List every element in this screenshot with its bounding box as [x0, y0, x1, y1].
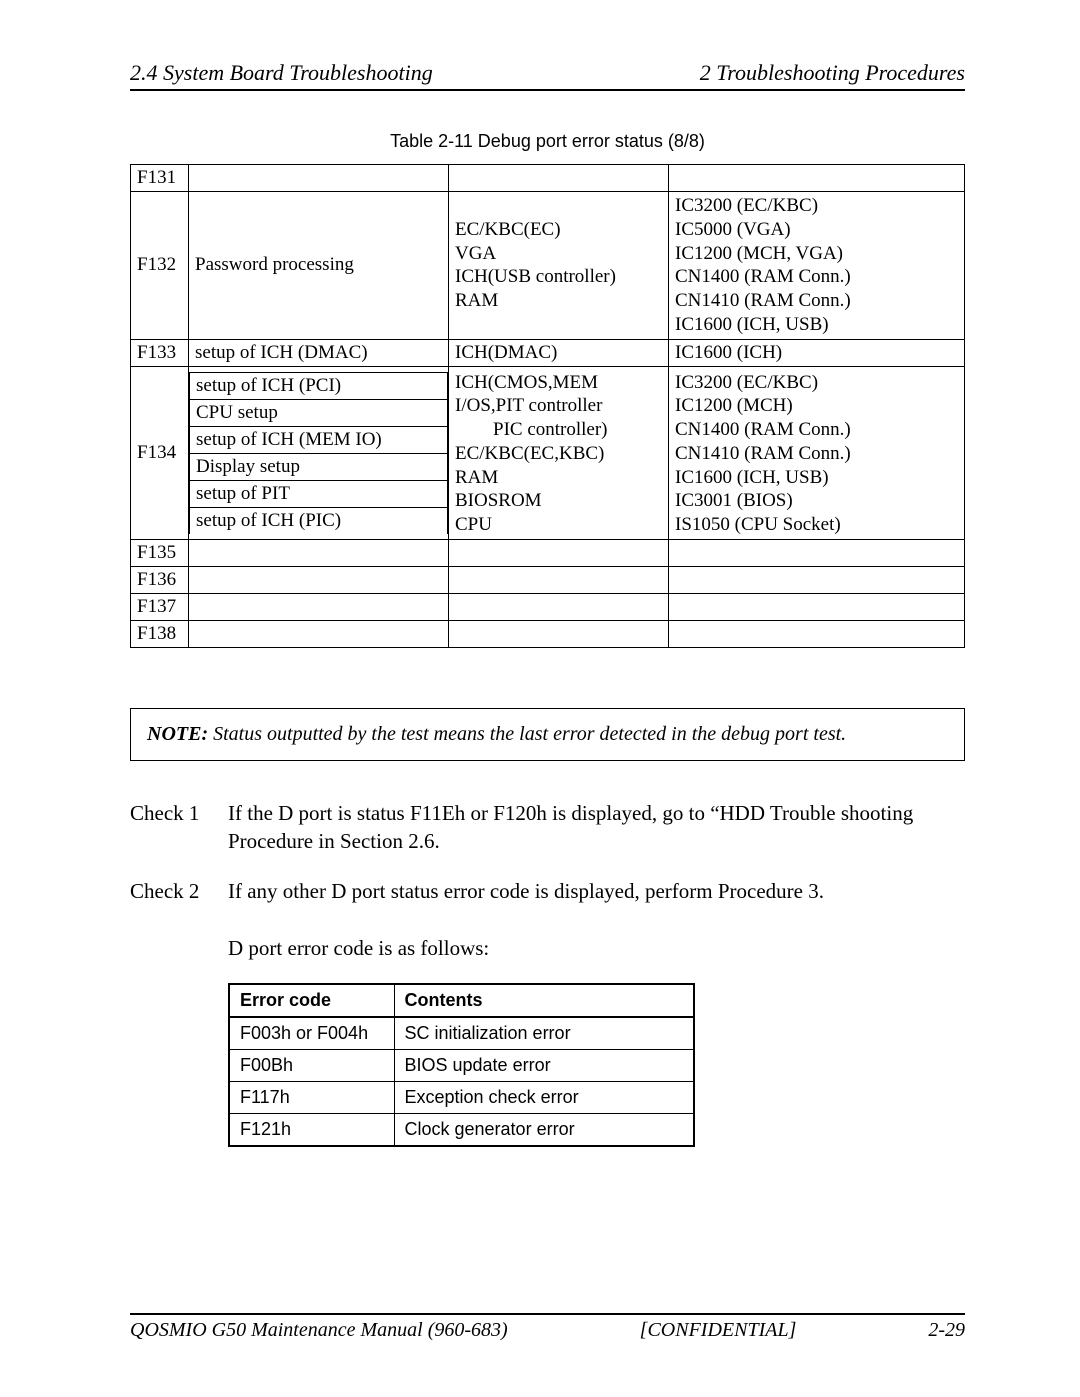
cell	[669, 593, 965, 620]
table-caption: Table 2-11 Debug port error status (8/8)	[130, 131, 965, 152]
note-box: NOTE: Status outputted by the test means…	[130, 708, 965, 761]
cell: Password processing	[189, 192, 449, 340]
cell: IC1600 (ICH)	[669, 339, 965, 366]
cell-nested: setup of ICH (PCI) CPU setup setup of IC…	[189, 366, 449, 539]
cell-code: F137	[131, 593, 189, 620]
table-row: F132 Password processing EC/KBC(EC) VGA …	[131, 192, 965, 340]
table-row: F131	[131, 165, 965, 192]
table-row: F133 setup of ICH (DMAC) ICH(DMAC) IC160…	[131, 339, 965, 366]
cell: ICH(CMOS,MEM I/OS,PIT controller PIC con…	[449, 366, 669, 539]
cell	[189, 566, 449, 593]
table-row: F135	[131, 539, 965, 566]
table-row: F136	[131, 566, 965, 593]
table-row: F00Bh BIOS update error	[229, 1049, 694, 1081]
cell	[669, 165, 965, 192]
cell-code: F133	[131, 339, 189, 366]
table-row: F138	[131, 620, 965, 647]
header-left: 2.4 System Board Troubleshooting	[130, 60, 433, 86]
cell	[669, 620, 965, 647]
cell	[449, 539, 669, 566]
cell: F117h	[229, 1081, 394, 1113]
note-text: Status outputted by the test means the l…	[208, 723, 846, 745]
f134-subitems: setup of ICH (PCI) CPU setup setup of IC…	[189, 372, 448, 534]
cell	[449, 566, 669, 593]
cell	[189, 620, 449, 647]
cell: F121h	[229, 1113, 394, 1146]
document-page: 2.4 System Board Troubleshooting 2 Troub…	[0, 0, 1080, 1397]
footer-center: [CONFIDENTIAL]	[640, 1319, 797, 1342]
table-row: F121h Clock generator error	[229, 1113, 694, 1146]
page-footer: QOSMIO G50 Maintenance Manual (960-683) …	[130, 1313, 965, 1342]
cell: EC/KBC(EC) VGA ICH(USB controller) RAM	[449, 192, 669, 340]
col-header: Error code	[229, 984, 394, 1017]
cell: IC3200 (EC/KBC) IC1200 (MCH) CN1400 (RAM…	[669, 366, 965, 539]
header-right: 2 Troubleshooting Procedures	[700, 60, 965, 86]
subitem: CPU setup	[190, 399, 448, 426]
cell	[449, 593, 669, 620]
cell-code: F131	[131, 165, 189, 192]
cell: Clock generator error	[394, 1113, 694, 1146]
table-row: F137	[131, 593, 965, 620]
cell: IC3200 (EC/KBC) IC5000 (VGA) IC1200 (MCH…	[669, 192, 965, 340]
check-label: Check 1	[130, 799, 228, 856]
cell-code: F138	[131, 620, 189, 647]
col-header: Contents	[394, 984, 694, 1017]
intro-text: D port error code is as follows:	[228, 936, 965, 961]
check-label: Check 2	[130, 877, 228, 905]
cell-code: F134	[131, 366, 189, 539]
cell-code: F136	[131, 566, 189, 593]
check-2: Check 2 If any other D port status error…	[130, 877, 965, 905]
cell	[449, 620, 669, 647]
note-label: NOTE:	[147, 723, 208, 745]
table-row: F117h Exception check error	[229, 1081, 694, 1113]
cell	[189, 165, 449, 192]
cell	[449, 165, 669, 192]
cell: SC initialization error	[394, 1017, 694, 1050]
page-header: 2.4 System Board Troubleshooting 2 Troub…	[130, 60, 965, 91]
subitem: setup of ICH (MEM IO)	[190, 426, 448, 453]
table-row: F134 setup of ICH (PCI) CPU setup setup …	[131, 366, 965, 539]
check-body: If the D port is status F11Eh or F120h i…	[228, 799, 965, 856]
cell-code: F135	[131, 539, 189, 566]
cell: F00Bh	[229, 1049, 394, 1081]
subitem: setup of ICH (PIC)	[190, 507, 448, 534]
cell	[669, 539, 965, 566]
cell	[189, 539, 449, 566]
check-1: Check 1 If the D port is status F11Eh or…	[130, 799, 965, 856]
table-header-row: Error code Contents	[229, 984, 694, 1017]
cell: Exception check error	[394, 1081, 694, 1113]
cell	[669, 566, 965, 593]
error-code-table: Error code Contents F003h or F004h SC in…	[228, 983, 695, 1147]
cell: ICH(DMAC)	[449, 339, 669, 366]
subitem: Display setup	[190, 453, 448, 480]
cell: BIOS update error	[394, 1049, 694, 1081]
cell-code: F132	[131, 192, 189, 340]
footer-left: QOSMIO G50 Maintenance Manual (960-683)	[130, 1319, 508, 1342]
check-body: If any other D port status error code is…	[228, 877, 965, 905]
subitem: setup of ICH (PCI)	[190, 372, 448, 399]
footer-right: 2-29	[928, 1319, 965, 1342]
cell: F003h or F004h	[229, 1017, 394, 1050]
cell: setup of ICH (DMAC)	[189, 339, 449, 366]
table-row: F003h or F004h SC initialization error	[229, 1017, 694, 1050]
debug-table: F131 F132 Password processing EC/KBC(EC)…	[130, 164, 965, 648]
subitem: setup of PIT	[190, 480, 448, 507]
cell	[189, 593, 449, 620]
